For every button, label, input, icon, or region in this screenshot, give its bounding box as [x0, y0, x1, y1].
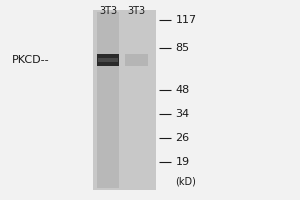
Text: 34: 34 — [176, 109, 190, 119]
Bar — [98, 58, 118, 62]
Text: 117: 117 — [176, 15, 197, 25]
Text: 3T3: 3T3 — [99, 6, 117, 16]
Text: 19: 19 — [176, 157, 190, 167]
Text: 3T3: 3T3 — [128, 6, 146, 16]
Text: (kD): (kD) — [176, 177, 197, 187]
Bar — [93, 10, 156, 190]
Bar — [97, 54, 119, 66]
Text: PKCD--: PKCD-- — [12, 55, 50, 65]
Text: 26: 26 — [176, 133, 190, 143]
Text: 48: 48 — [176, 85, 190, 95]
Bar — [97, 12, 119, 188]
Text: 85: 85 — [176, 43, 190, 53]
Bar — [125, 12, 148, 188]
Bar — [125, 54, 148, 66]
